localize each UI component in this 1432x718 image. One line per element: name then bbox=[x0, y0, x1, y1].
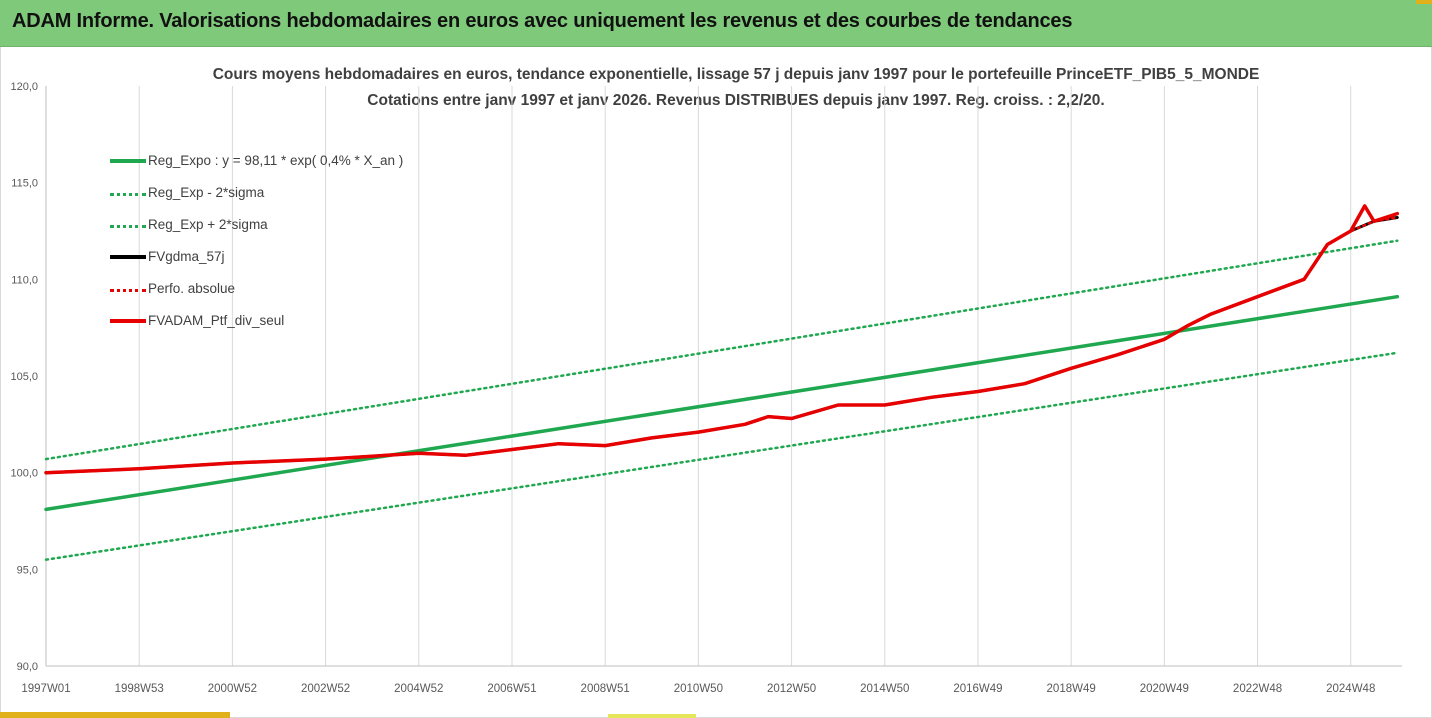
legend-label: FVgdma_57j bbox=[148, 249, 225, 264]
y-tick-label: 95,0 bbox=[17, 564, 38, 576]
decor-strip bbox=[0, 712, 230, 718]
series-reg-exp-minus-2sigma bbox=[44, 351, 1399, 561]
x-tick-label: 2014W50 bbox=[860, 683, 909, 695]
legend-label: Reg_Exp + 2*sigma bbox=[148, 217, 268, 232]
chart-title: Cours moyens hebdomadaires en euros, ten… bbox=[212, 66, 1260, 83]
series-fvadam-ptf-div-seul bbox=[44, 204, 1400, 475]
y-tick-label: 105,0 bbox=[10, 371, 38, 383]
series-reg-exp-plus-2sigma bbox=[44, 239, 1399, 461]
series-fvgdma-57j bbox=[44, 216, 1399, 475]
x-tick-label: 2020W49 bbox=[1140, 683, 1189, 695]
y-tick-label: 90,0 bbox=[17, 661, 38, 673]
series-reg-expo bbox=[44, 294, 1400, 512]
x-tick-label: 2006W51 bbox=[487, 683, 536, 695]
legend-swatch-perfo bbox=[110, 289, 146, 292]
y-tick-label: 110,0 bbox=[11, 274, 38, 286]
decor-strip bbox=[1416, 0, 1432, 4]
y-tick-label: 100,0 bbox=[10, 468, 38, 480]
x-tick-label: 2010W50 bbox=[674, 683, 723, 695]
series-perfo-absolue bbox=[44, 216, 1399, 474]
x-tick-label: 2024W48 bbox=[1326, 683, 1375, 695]
report-title: ADAM Informe. Valorisations hebdomadaire… bbox=[12, 10, 1073, 32]
x-tick-label: 2004W52 bbox=[394, 683, 443, 695]
x-tick-label: 2022W48 bbox=[1233, 683, 1282, 695]
x-tick-label: 2018W49 bbox=[1047, 683, 1096, 695]
legend-label: FVADAM_Ptf_div_seul bbox=[148, 313, 285, 328]
x-tick-label: 2012W50 bbox=[767, 683, 816, 695]
x-tick-label: 2000W52 bbox=[208, 683, 257, 695]
y-tick-label: 120,0 bbox=[10, 81, 38, 93]
chart-subtitle: Cotations entre janv 1997 et janv 2026. … bbox=[367, 92, 1105, 109]
x-tick-label: 2002W52 bbox=[301, 683, 350, 695]
legend-swatch-fvgdma bbox=[110, 255, 146, 259]
legend-swatch-fvadam bbox=[110, 319, 146, 323]
legend-swatch-reg-expo bbox=[110, 159, 146, 163]
legend-label: Reg_Exp - 2*sigma bbox=[148, 185, 265, 200]
legend-label: Reg_Expo : y = 98,11 * exp( 0,4% * X_an … bbox=[148, 153, 404, 168]
x-tick-label: 2008W51 bbox=[581, 683, 630, 695]
x-tick-label: 1997W01 bbox=[21, 683, 70, 695]
legend-swatch-reg-exp-minus bbox=[110, 193, 146, 196]
legend-swatch-reg-exp-plus bbox=[110, 225, 146, 228]
decor-strip bbox=[608, 714, 696, 718]
x-tick-label: 1998W53 bbox=[115, 683, 164, 695]
legend-label: Perfo. absolue bbox=[148, 281, 236, 296]
x-tick-label: 2016W49 bbox=[953, 683, 1002, 695]
report-header: ADAM Informe. Valorisations hebdomadaire… bbox=[0, 0, 1432, 47]
y-tick-label: 115,0 bbox=[11, 178, 38, 190]
